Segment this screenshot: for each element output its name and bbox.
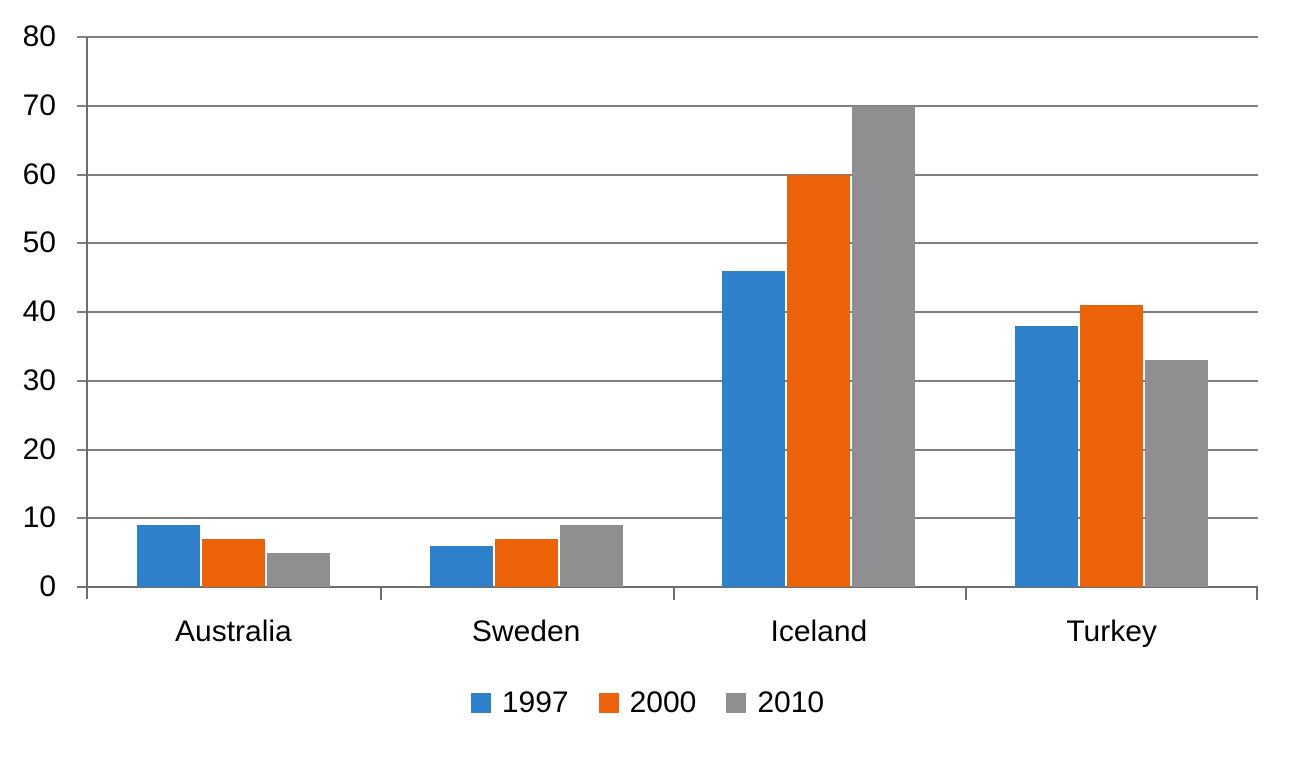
legend-label: 2010 <box>757 686 825 719</box>
legend-swatch-icon <box>470 693 491 713</box>
y-axis-tick-label: 30 <box>22 363 56 397</box>
y-axis-tick-label: 60 <box>22 157 56 191</box>
x-axis-line <box>77 586 1258 588</box>
bar-iceland-2000 <box>787 174 851 587</box>
bar-turkey-2010 <box>1145 360 1209 587</box>
category-label-iceland: Iceland <box>770 615 868 648</box>
gridline-80 <box>77 36 1258 38</box>
legend-item-2000: 2000 <box>598 686 697 720</box>
category-label-sweden: Sweden <box>471 615 581 648</box>
x-axis-tick <box>965 588 968 600</box>
bar-iceland-1997 <box>722 270 786 587</box>
bar-turkey-1997 <box>1015 325 1079 587</box>
bar-turkey-2000 <box>1080 305 1144 587</box>
bar-sweden-2000 <box>494 538 558 587</box>
legend-label: 1997 <box>501 686 569 719</box>
gridline-10 <box>77 517 1258 520</box>
y-axis-line <box>86 37 88 599</box>
y-axis-tick-label: 40 <box>22 295 56 328</box>
bar-group-turkey <box>965 37 1258 587</box>
category-label-australia: Australia <box>175 615 292 648</box>
legend-swatch-icon <box>726 693 747 713</box>
legend-swatch-icon <box>598 693 619 713</box>
y-axis-tick-label: 70 <box>22 88 56 122</box>
y-axis-tick-label: 80 <box>22 20 56 53</box>
gridline-50 <box>77 242 1258 245</box>
legend-item-2010: 2010 <box>726 686 824 720</box>
bar-group-iceland <box>673 37 966 587</box>
gridline-30 <box>77 379 1258 382</box>
y-axis-tick-label: 10 <box>22 501 56 535</box>
x-axis-tick <box>379 588 382 600</box>
bar-sweden-2010 <box>559 525 623 587</box>
gridline-60 <box>77 173 1258 176</box>
legend-item-1997: 1997 <box>470 686 569 720</box>
y-axis-tick-label: 20 <box>22 432 56 466</box>
bar-australia-1997 <box>136 525 200 587</box>
gridline-20 <box>77 448 1258 451</box>
legend-label: 2000 <box>629 686 697 719</box>
bar-australia-2000 <box>201 538 265 587</box>
bar-group-australia <box>87 37 380 587</box>
legend: 1997 2000 2010 <box>0 686 1295 720</box>
gridline-70 <box>77 104 1258 107</box>
bar-iceland-2010 <box>852 105 916 587</box>
bar-group-sweden <box>380 37 673 587</box>
x-axis-tick <box>672 588 675 600</box>
x-axis-tick <box>1256 588 1258 600</box>
bar-sweden-1997 <box>429 545 493 587</box>
y-axis-tick-label: 0 <box>39 570 56 603</box>
category-label-turkey: Turkey <box>1066 615 1157 648</box>
gridline-40 <box>77 311 1258 313</box>
bar-australia-2010 <box>266 552 330 587</box>
y-axis-tick-label: 50 <box>22 226 56 260</box>
